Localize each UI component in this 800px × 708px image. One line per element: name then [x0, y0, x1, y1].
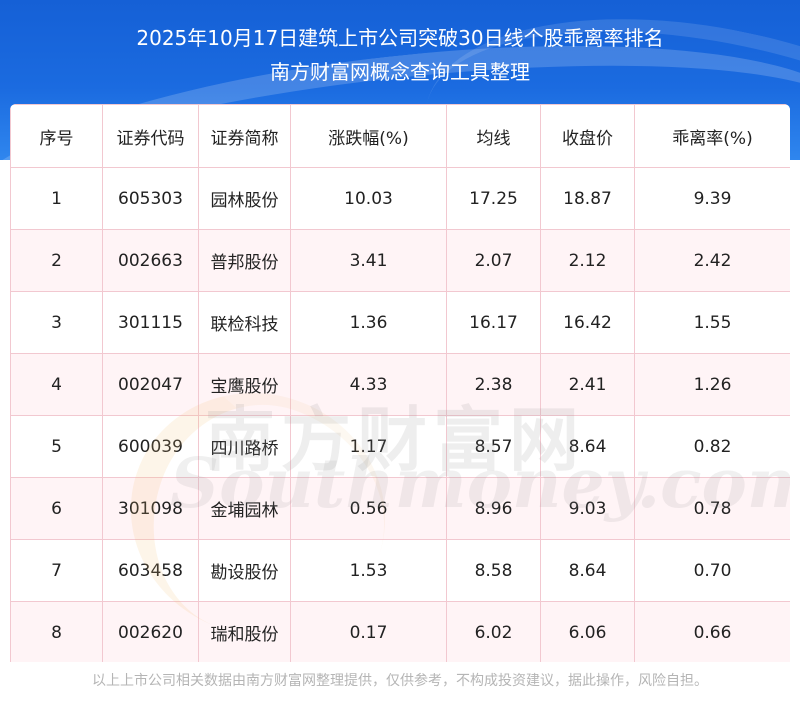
- cell-name: 勘设股份: [198, 539, 291, 602]
- table-row: 4 002047 宝鹰股份 4.33 2.38 2.41 1.26: [10, 353, 790, 416]
- table-row: 5 600039 四川路桥 1.17 8.57 8.64 0.82: [10, 415, 790, 478]
- table-row: 7 603458 勘设股份 1.53 8.58 8.64 0.70: [10, 539, 790, 602]
- footer-disclaimer: 以上上市公司相关数据由南方财富网整理提供，仅供参考，不构成投资建议，据此操作，风…: [92, 673, 708, 689]
- cell-close: 6.06: [540, 601, 635, 662]
- cell-change: 0.17: [290, 601, 447, 662]
- cell-bias: 2.42: [634, 229, 790, 292]
- table-row: 6 301098 金埔园林 0.56 8.96 9.03 0.78: [10, 477, 790, 540]
- cell-code: 301098: [102, 477, 199, 540]
- cell-name: 园林股份: [198, 167, 291, 230]
- column-header-code: 证券代码: [102, 104, 199, 168]
- table-row: 1 605303 园林股份 10.03 17.25 18.87 9.39: [10, 167, 790, 230]
- cell-change: 0.56: [290, 477, 447, 540]
- cell-ma: 8.57: [446, 415, 541, 478]
- cell-name: 四川路桥: [198, 415, 291, 478]
- cell-code: 605303: [102, 167, 199, 230]
- cell-bias: 0.78: [634, 477, 790, 540]
- cell-ma: 2.38: [446, 353, 541, 416]
- cell-name: 金埔园林: [198, 477, 291, 540]
- cell-code: 002047: [102, 353, 199, 416]
- cell-ma: 8.58: [446, 539, 541, 602]
- cell-bias: 9.39: [634, 167, 790, 230]
- cell-code: 600039: [102, 415, 199, 478]
- cell-index: 2: [10, 229, 103, 292]
- cell-change: 4.33: [290, 353, 447, 416]
- cell-change: 10.03: [290, 167, 447, 230]
- cell-ma: 8.96: [446, 477, 541, 540]
- page-title: 2025年10月17日建筑上市公司突破30日线个股乖离率排名: [136, 26, 664, 50]
- cell-index: 3: [10, 291, 103, 354]
- table-card: 序号 证券代码 证券简称 涨跌幅(%) 均线 收盘价 乖离率(%) 1 6053…: [10, 104, 790, 662]
- cell-close: 2.41: [540, 353, 635, 416]
- cell-ma: 17.25: [446, 167, 541, 230]
- cell-close: 2.12: [540, 229, 635, 292]
- column-header-change: 涨跌幅(%): [290, 104, 447, 168]
- cell-close: 18.87: [540, 167, 635, 230]
- column-header-name: 证券简称: [198, 104, 291, 168]
- cell-index: 7: [10, 539, 103, 602]
- cell-bias: 0.70: [634, 539, 790, 602]
- column-header-index: 序号: [10, 104, 103, 168]
- cell-code: 002620: [102, 601, 199, 662]
- column-header-bias: 乖离率(%): [634, 104, 790, 168]
- table-row: 2 002663 普邦股份 3.41 2.07 2.12 2.42: [10, 229, 790, 292]
- table-header-row: 序号 证券代码 证券简称 涨跌幅(%) 均线 收盘价 乖离率(%): [10, 104, 790, 168]
- cell-change: 1.36: [290, 291, 447, 354]
- table-row: 8 002620 瑞和股份 0.17 6.02 6.06 0.66: [10, 601, 790, 662]
- page-subtitle: 南方财富网概念查询工具整理: [270, 60, 530, 84]
- column-header-ma: 均线: [446, 104, 541, 168]
- cell-close: 16.42: [540, 291, 635, 354]
- cell-ma: 16.17: [446, 291, 541, 354]
- cell-bias: 1.55: [634, 291, 790, 354]
- cell-index: 6: [10, 477, 103, 540]
- cell-ma: 2.07: [446, 229, 541, 292]
- cell-bias: 0.66: [634, 601, 790, 662]
- ranking-table: 序号 证券代码 证券简称 涨跌幅(%) 均线 收盘价 乖离率(%) 1 6053…: [10, 104, 790, 662]
- cell-index: 4: [10, 353, 103, 416]
- cell-name: 普邦股份: [198, 229, 291, 292]
- cell-name: 宝鹰股份: [198, 353, 291, 416]
- cell-index: 5: [10, 415, 103, 478]
- cell-change: 1.17: [290, 415, 447, 478]
- cell-code: 002663: [102, 229, 199, 292]
- cell-change: 3.41: [290, 229, 447, 292]
- cell-code: 301115: [102, 291, 199, 354]
- cell-index: 8: [10, 601, 103, 662]
- cell-bias: 0.82: [634, 415, 790, 478]
- cell-close: 8.64: [540, 415, 635, 478]
- cell-name: 联检科技: [198, 291, 291, 354]
- cell-close: 8.64: [540, 539, 635, 602]
- column-header-close: 收盘价: [540, 104, 635, 168]
- cell-change: 1.53: [290, 539, 447, 602]
- cell-close: 9.03: [540, 477, 635, 540]
- cell-ma: 6.02: [446, 601, 541, 662]
- cell-index: 1: [10, 167, 103, 230]
- cell-bias: 1.26: [634, 353, 790, 416]
- cell-name: 瑞和股份: [198, 601, 291, 662]
- table-row: 3 301115 联检科技 1.36 16.17 16.42 1.55: [10, 291, 790, 354]
- cell-code: 603458: [102, 539, 199, 602]
